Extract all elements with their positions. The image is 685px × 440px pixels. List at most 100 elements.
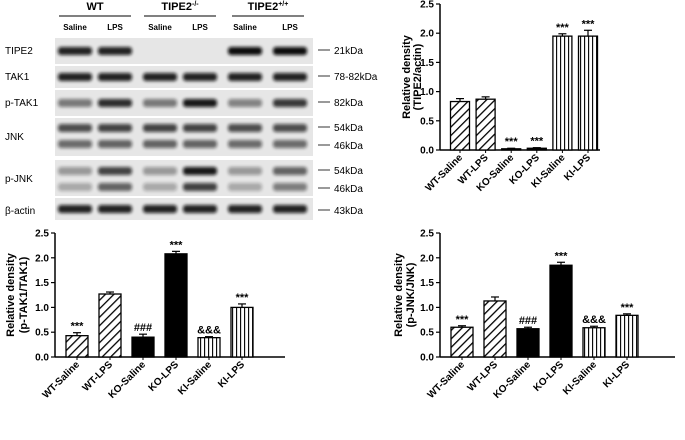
- western-blot-panel: WT TIPE2-/- TIPE2+/+ Saline LPS Saline LPS Sali…: [5, 1, 378, 220]
- blot-band: [58, 167, 92, 175]
- blot-band: [183, 124, 217, 132]
- blot-row-label: JNK: [5, 132, 24, 143]
- blot-band: [98, 205, 132, 213]
- bar: [230, 306, 254, 358]
- bar: [197, 337, 221, 358]
- blot-row-background: [55, 160, 313, 196]
- lane-label: Saline: [63, 23, 87, 32]
- blot-band: [143, 183, 177, 191]
- significance-label: ***: [170, 239, 184, 251]
- y-tick-label: 2.0: [420, 29, 434, 40]
- blot-band: [228, 167, 262, 175]
- blot-band: [98, 47, 132, 55]
- molecular-weight-label: 43kDa: [334, 206, 363, 217]
- bar: [577, 35, 599, 151]
- y-axis-label: Relative density: [401, 34, 413, 119]
- category-label: KI-Saline: [561, 359, 599, 397]
- blot-band: [58, 124, 92, 132]
- y-axis-label: (TIPE2/actin): [412, 43, 424, 110]
- bar: [552, 35, 573, 151]
- chart-bottom-left: 0.0 0.5 1.0 1.5 2.0 2.5 Relative density (p-TAK…: [5, 229, 285, 401]
- blot-band: [143, 167, 177, 175]
- significance-label: ***: [530, 136, 544, 148]
- blot-band: [228, 73, 262, 81]
- blot-band: [273, 167, 307, 175]
- y-axis-label: (p-JNK/JNK): [405, 262, 417, 327]
- significance-label: &&&: [582, 314, 606, 326]
- blot-group-label: TIPE2-/-: [161, 1, 199, 13]
- y-tick-label: 1.5: [35, 278, 49, 289]
- blot-band: [98, 73, 132, 81]
- bar: [164, 253, 188, 358]
- y-tick-label: 0.0: [420, 353, 434, 364]
- bar: [65, 335, 89, 358]
- bar: [549, 264, 573, 358]
- bar: [98, 293, 122, 358]
- blot-band: [98, 99, 132, 107]
- blot-band: [273, 124, 307, 132]
- blot-band: [273, 73, 307, 81]
- molecular-weight-label: 78-82kDa: [334, 72, 378, 83]
- blot-band: [183, 183, 217, 191]
- molecular-weight-label: 82kDa: [334, 98, 363, 109]
- blot-row-background: [55, 118, 313, 156]
- bar: [615, 314, 639, 358]
- bar: [450, 326, 474, 358]
- y-tick-label: 0.5: [420, 328, 434, 339]
- blot-band: [273, 99, 307, 107]
- blot-band: [273, 140, 307, 148]
- y-tick-label: 1.0: [35, 303, 49, 314]
- y-tick-label: 1.5: [420, 58, 434, 69]
- blot-band: [143, 99, 177, 107]
- significance-label: ***: [556, 22, 570, 34]
- blot-row-label: p-JNK: [5, 174, 33, 185]
- blot-band: [183, 99, 217, 107]
- bar: [483, 300, 507, 358]
- blot-band: [228, 140, 262, 148]
- significance-label: ***: [505, 136, 519, 148]
- blot-band: [143, 73, 177, 81]
- blot-band: [58, 183, 92, 191]
- blot-band: [98, 124, 132, 132]
- blot-row-label: TIPE2: [5, 46, 33, 57]
- category-label: WT-Saline: [426, 359, 468, 401]
- significance-label: &&&: [197, 325, 221, 337]
- y-tick-label: 1.0: [420, 87, 434, 98]
- blot-band: [183, 167, 217, 175]
- blot-band: [58, 99, 92, 107]
- blot-band: [183, 140, 217, 148]
- bar: [475, 98, 496, 151]
- blot-band: [228, 205, 262, 213]
- category-label: KI-LPS: [601, 359, 632, 390]
- y-tick-label: 2.5: [420, 229, 434, 240]
- chart-top-right: 0.0 0.5 1.0 1.5 2.0 2.5 Relative density (TIPE2…: [401, 0, 600, 194]
- blot-band: [228, 99, 262, 107]
- blot-band: [273, 183, 307, 191]
- blot-band: [58, 205, 92, 213]
- y-tick-label: 2.0: [420, 253, 434, 264]
- blot-row-label: TAK1: [5, 72, 30, 83]
- molecular-weight-label: 54kDa: [334, 123, 363, 134]
- category-label: WT-Saline: [424, 152, 466, 194]
- molecular-weight-label: 21kDa: [334, 46, 363, 57]
- category-label: KI-Saline: [176, 359, 214, 397]
- blot-row-label: β-actin: [5, 206, 35, 217]
- lane-label: Saline: [233, 23, 257, 32]
- blot-band: [143, 124, 177, 132]
- molecular-weight-label: 54kDa: [334, 166, 363, 177]
- blot-band: [58, 140, 92, 148]
- bar: [131, 336, 155, 358]
- bar: [582, 327, 606, 358]
- y-tick-label: 0.0: [420, 146, 434, 157]
- blot-band: [98, 183, 132, 191]
- lane-label: LPS: [282, 23, 298, 32]
- chart-bottom-right: 0.0 0.5 1.0 1.5 2.0 2.5 Relative density (p-JNK…: [393, 229, 675, 401]
- blot-band: [58, 47, 92, 55]
- blot-band: [143, 140, 177, 148]
- bar: [449, 100, 471, 151]
- bar: [526, 147, 547, 151]
- y-tick-label: 1.0: [420, 303, 434, 314]
- category-label: WT-Saline: [41, 359, 83, 401]
- blot-band: [228, 124, 262, 132]
